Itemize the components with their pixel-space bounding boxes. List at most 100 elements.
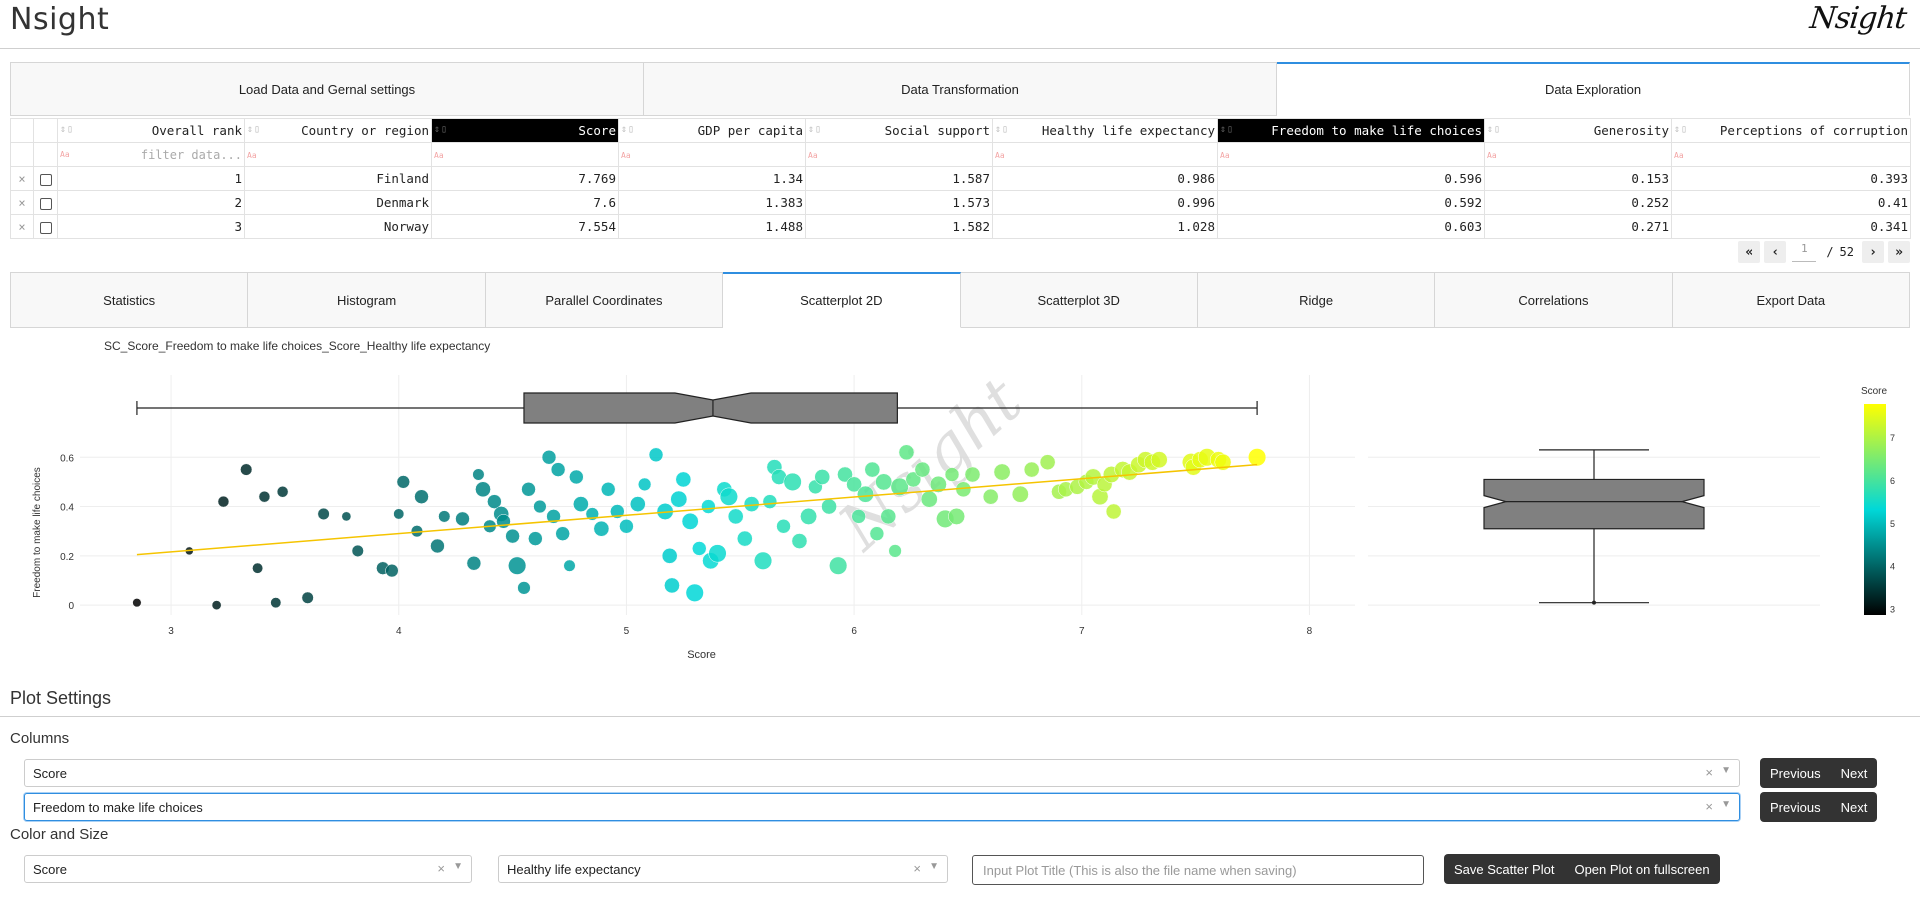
filter-input[interactable]: Aa: [618, 142, 806, 167]
tab-data-transformation[interactable]: Data Transformation: [644, 62, 1277, 116]
delete-row-icon[interactable]: ×: [10, 214, 34, 239]
delete-row-icon[interactable]: ×: [10, 166, 34, 191]
filter-input[interactable]: Aa: [1671, 142, 1911, 167]
filter-input[interactable]: Aa: [1217, 142, 1485, 167]
table-cell[interactable]: 7.554: [431, 214, 619, 239]
sort-icon[interactable]: ⇕▯: [1487, 124, 1502, 135]
column-header[interactable]: ⇕▯ Perceptions of corruption: [1671, 118, 1911, 143]
column-header[interactable]: ⇕▯ Healthy life expectancy: [992, 118, 1218, 143]
tab-parallel-coordinates[interactable]: Parallel Coordinates: [485, 272, 724, 328]
y-column-select[interactable]: Freedom to make life choices × ▼: [24, 793, 1740, 821]
tab-export-data[interactable]: Export Data: [1672, 272, 1910, 328]
filter-input[interactable]: Aa: [244, 142, 432, 167]
page-number-input[interactable]: 1: [1792, 242, 1817, 262]
table-cell[interactable]: 1.488: [618, 214, 806, 239]
sort-icon[interactable]: ⇕▯: [434, 124, 449, 135]
next-page-button[interactable]: ›: [1862, 241, 1884, 263]
previous-button[interactable]: Previous: [1770, 765, 1821, 781]
scatter-plot[interactable]: 3 4 5 6 7 8 0 0.2 0.4 0.6 Score Freedom to make lif…: [0, 360, 1920, 670]
first-page-button[interactable]: «: [1738, 241, 1761, 263]
table-cell[interactable]: 1: [57, 166, 245, 191]
last-page-button[interactable]: »: [1888, 241, 1910, 263]
column-header[interactable]: ⇕▯ Freedom to make life choices: [1217, 118, 1485, 143]
tab-correlations[interactable]: Correlations: [1435, 272, 1673, 328]
tab-statistics[interactable]: Statistics: [10, 272, 249, 328]
tab-load-data[interactable]: Load Data and Gernal settings: [10, 62, 644, 116]
prev-page-button[interactable]: ‹: [1764, 241, 1787, 263]
table-cell[interactable]: 0.603: [1217, 214, 1485, 239]
chevron-down-icon[interactable]: ▼: [1721, 799, 1731, 810]
table-cell[interactable]: 0.986: [992, 166, 1218, 191]
tab-data-exploration[interactable]: Data Exploration: [1277, 62, 1910, 116]
clear-icon[interactable]: ×: [1705, 799, 1713, 814]
color-column-select[interactable]: Score × ▼: [24, 855, 472, 883]
table-cell[interactable]: 7.769: [431, 166, 619, 191]
table-cell[interactable]: Finland: [244, 166, 432, 191]
table-cell[interactable]: Denmark: [244, 190, 432, 215]
column-header[interactable]: ⇕▯ Score: [431, 118, 619, 143]
sort-icon[interactable]: ⇕▯: [60, 124, 75, 135]
next-button[interactable]: Next: [1840, 765, 1868, 781]
column-header[interactable]: ⇕▯ GDP per capita: [618, 118, 806, 143]
clear-icon[interactable]: ×: [913, 861, 921, 876]
column-header[interactable]: ⇕▯ Overall rank: [57, 118, 245, 143]
next-button[interactable]: Next: [1840, 799, 1868, 815]
x-column-select[interactable]: Score × ▼: [24, 759, 1740, 787]
table-cell[interactable]: 1.34: [618, 166, 806, 191]
table-cell[interactable]: 7.6: [431, 190, 619, 215]
row-checkbox[interactable]: [39, 197, 52, 210]
table-cell[interactable]: 1.587: [805, 166, 993, 191]
filter-input[interactable]: Aa: [431, 142, 619, 167]
data-point: [719, 487, 738, 506]
size-column-select[interactable]: Healthy life expectancy × ▼: [498, 855, 948, 883]
table-cell[interactable]: 1.573: [805, 190, 993, 215]
column-header[interactable]: ⇕▯ Country or region: [244, 118, 432, 143]
save-scatter-plot-button[interactable]: Save Scatter Plot: [1454, 861, 1555, 877]
table-cell[interactable]: 0.596: [1217, 166, 1485, 191]
clear-icon[interactable]: ×: [1705, 765, 1713, 780]
sort-icon[interactable]: ⇕▯: [808, 124, 823, 135]
table-row[interactable]: × 3 Norway 7.554 1.488 1.582 1.028 0.603…: [10, 214, 1911, 239]
table-cell[interactable]: 0.41: [1671, 190, 1911, 215]
table-cell[interactable]: 1.383: [618, 190, 806, 215]
previous-button[interactable]: Previous: [1770, 799, 1821, 815]
sort-icon[interactable]: ⇕▯: [995, 124, 1010, 135]
table-cell[interactable]: Norway: [244, 214, 432, 239]
table-cell[interactable]: 0.341: [1671, 214, 1911, 239]
plot-title-input[interactable]: Input Plot Title (This is also the file …: [972, 855, 1424, 885]
table-cell[interactable]: 0.592: [1217, 190, 1485, 215]
row-checkbox[interactable]: [39, 173, 52, 186]
tab-histogram[interactable]: Histogram: [248, 272, 486, 328]
open-fullscreen-button[interactable]: Open Plot on fullscreen: [1574, 861, 1710, 877]
chevron-down-icon[interactable]: ▼: [453, 861, 463, 872]
filter-input[interactable]: Aa: [805, 142, 993, 167]
delete-row-icon[interactable]: ×: [10, 190, 34, 215]
sort-icon[interactable]: ⇕▯: [247, 124, 262, 135]
filter-input[interactable]: Aa filter data...: [57, 142, 245, 167]
table-cell[interactable]: 0.271: [1484, 214, 1672, 239]
column-header[interactable]: ⇕▯ Generosity: [1484, 118, 1672, 143]
sort-icon[interactable]: ⇕▯: [621, 124, 636, 135]
table-row[interactable]: × 2 Denmark 7.6 1.383 1.573 0.996 0.592 …: [10, 190, 1911, 215]
column-header[interactable]: ⇕▯ Social support: [805, 118, 993, 143]
table-cell[interactable]: 1.028: [992, 214, 1218, 239]
table-row[interactable]: × 1 Finland 7.769 1.34 1.587 0.986 0.596…: [10, 166, 1911, 191]
sort-icon[interactable]: ⇕▯: [1220, 124, 1235, 135]
clear-icon[interactable]: ×: [437, 861, 445, 876]
table-cell[interactable]: 0.393: [1671, 166, 1911, 191]
filter-input[interactable]: Aa: [992, 142, 1218, 167]
row-checkbox[interactable]: [39, 221, 52, 234]
table-cell[interactable]: 1.582: [805, 214, 993, 239]
table-cell[interactable]: 0.153: [1484, 166, 1672, 191]
filter-input[interactable]: Aa: [1484, 142, 1672, 167]
table-cell[interactable]: 2: [57, 190, 245, 215]
table-cell[interactable]: 3: [57, 214, 245, 239]
chevron-down-icon[interactable]: ▼: [1721, 765, 1731, 776]
sort-icon[interactable]: ⇕▯: [1674, 124, 1689, 135]
tab-scatterplot-2d[interactable]: Scatterplot 2D: [723, 272, 961, 328]
table-cell[interactable]: 0.996: [992, 190, 1218, 215]
tab-ridge[interactable]: Ridge: [1197, 272, 1436, 328]
table-cell[interactable]: 0.252: [1484, 190, 1672, 215]
tab-scatterplot-3d[interactable]: Scatterplot 3D: [960, 272, 1198, 328]
chevron-down-icon[interactable]: ▼: [929, 861, 939, 872]
